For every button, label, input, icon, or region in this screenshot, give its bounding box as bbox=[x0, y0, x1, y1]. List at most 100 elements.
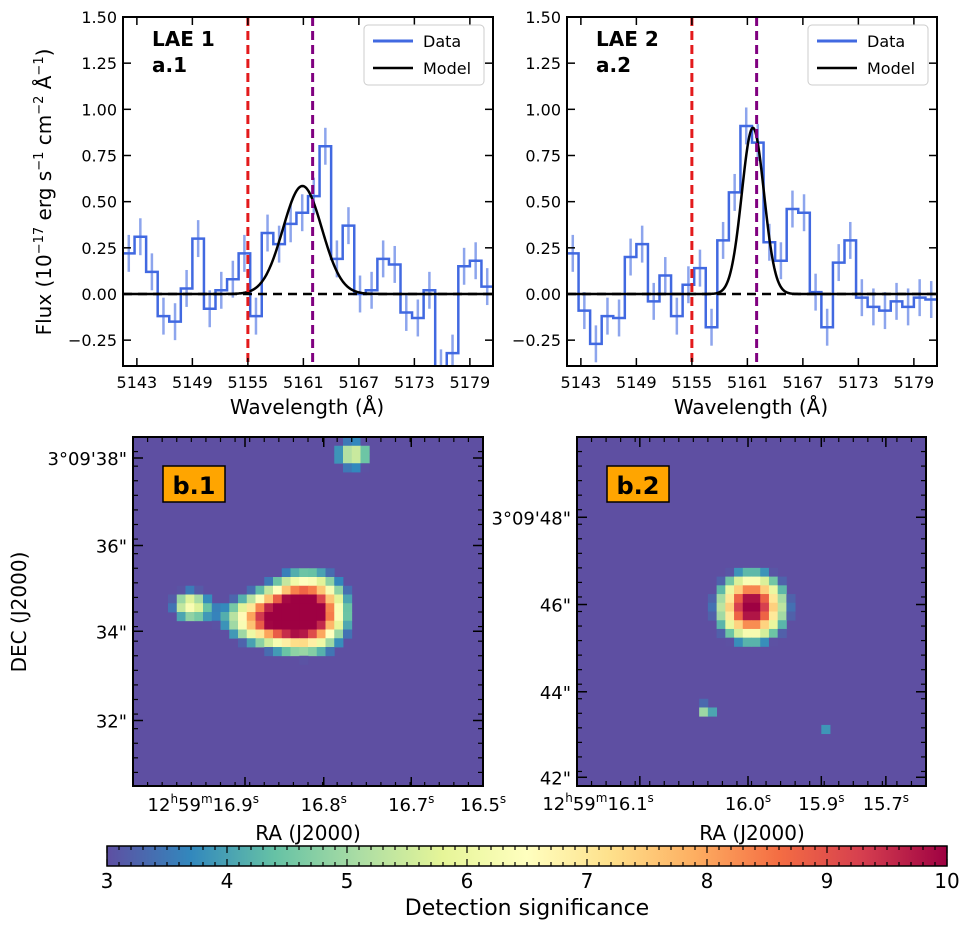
map-pixel bbox=[229, 594, 239, 604]
map-pixel bbox=[316, 612, 326, 622]
colorbar-tick-label: 5 bbox=[341, 869, 354, 893]
x-tick-label: 5161 bbox=[727, 373, 768, 392]
y-tick-label: 1.50 bbox=[81, 8, 117, 27]
map-pixel bbox=[229, 603, 239, 613]
map-pixel bbox=[334, 629, 344, 639]
map-pixel bbox=[334, 445, 344, 455]
map-pixel bbox=[255, 603, 265, 613]
map-pixel bbox=[777, 611, 787, 621]
map-pixel bbox=[742, 611, 752, 621]
x-tick-label: 16.0s bbox=[725, 791, 771, 815]
map-pixel bbox=[725, 637, 735, 647]
map-pixel bbox=[290, 638, 300, 648]
map-pixel bbox=[760, 567, 770, 578]
map-pixel bbox=[281, 603, 291, 613]
map-pixel bbox=[360, 437, 370, 447]
map-pixel bbox=[343, 612, 353, 622]
x-tick-label: 5179 bbox=[894, 373, 935, 392]
map-pixel bbox=[264, 647, 274, 657]
panel-label-a2: a.2 bbox=[596, 53, 631, 77]
map-pixel bbox=[742, 628, 752, 639]
map-pixel bbox=[194, 594, 204, 604]
colorbar-tick-label: 7 bbox=[581, 869, 594, 893]
y-tick-label: 3°09'48" bbox=[492, 508, 572, 529]
y-tick-label: 42" bbox=[540, 768, 571, 789]
x-tick-label: 5173 bbox=[394, 373, 435, 392]
map-pixel bbox=[725, 585, 735, 595]
map-pixel bbox=[290, 568, 300, 578]
x-tick-label: 12h59m16.1s bbox=[542, 791, 653, 815]
map-pixel bbox=[716, 628, 726, 639]
x-tick-label: 15.7s bbox=[863, 791, 909, 815]
map-pixel bbox=[238, 620, 248, 630]
map-pixel bbox=[716, 611, 726, 621]
map-pixel bbox=[699, 698, 709, 708]
legend: Data Model bbox=[363, 24, 485, 86]
map-pixel bbox=[760, 620, 770, 630]
map-pixel bbox=[264, 638, 274, 648]
model-curve bbox=[567, 126, 937, 296]
map-pixel bbox=[343, 629, 353, 639]
map-pixel bbox=[725, 611, 735, 621]
y-tick-label: 36" bbox=[96, 537, 127, 558]
map-pixel bbox=[273, 594, 283, 604]
x-tick-label: 16.8s bbox=[301, 792, 347, 816]
map-pixel bbox=[308, 647, 318, 657]
map-pixel bbox=[299, 647, 309, 657]
y-axis-label: DEC (J2000) bbox=[7, 552, 31, 673]
map-pixel bbox=[760, 611, 770, 621]
map-pixel bbox=[786, 611, 796, 621]
map-pixel bbox=[325, 612, 335, 622]
colorbar-tick-label: 10 bbox=[934, 869, 959, 893]
x-tick-label: 5143 bbox=[561, 373, 602, 392]
map-pixel bbox=[742, 576, 752, 586]
map-pixel bbox=[325, 577, 335, 587]
map-pixel bbox=[299, 585, 309, 595]
map-pixel bbox=[316, 603, 326, 613]
map-pixel bbox=[751, 611, 761, 621]
x-tick-label: 15.9s bbox=[798, 791, 844, 815]
x-axis-label: RA (J2000) bbox=[699, 821, 805, 845]
map-pixel bbox=[316, 638, 326, 648]
map-pixel bbox=[760, 576, 770, 586]
map-pixel bbox=[308, 629, 318, 639]
map-pixel bbox=[742, 620, 752, 630]
map-pixel bbox=[281, 612, 291, 622]
x-axis-label: Wavelength (Å) bbox=[230, 395, 384, 419]
map-pixel bbox=[725, 620, 735, 630]
map-pixel bbox=[725, 602, 735, 612]
map-pixel bbox=[760, 602, 770, 612]
map-pixel bbox=[325, 629, 335, 639]
map-pixel bbox=[707, 611, 718, 621]
y-tick-label: 1.25 bbox=[525, 54, 561, 73]
map-pixel bbox=[273, 577, 283, 587]
map-pixel bbox=[343, 594, 353, 604]
colorbar-tick-label: 4 bbox=[221, 869, 234, 893]
map-pixel bbox=[334, 594, 344, 604]
map-pixel bbox=[316, 629, 326, 639]
panel-label-box bbox=[606, 465, 670, 503]
map-pixel bbox=[742, 594, 752, 604]
y-tick-label: 1.00 bbox=[525, 100, 561, 119]
map-pixel bbox=[734, 611, 744, 621]
map-pixel bbox=[194, 585, 204, 595]
map-pixel bbox=[299, 612, 309, 622]
map-pixel bbox=[238, 612, 248, 622]
map-pixel bbox=[760, 628, 770, 639]
map-pixel bbox=[316, 568, 326, 578]
map-pixel bbox=[734, 602, 744, 612]
map-pixel bbox=[290, 603, 300, 613]
map-pixel bbox=[299, 629, 309, 639]
map-pixel bbox=[308, 612, 318, 622]
map-pixel bbox=[185, 594, 195, 604]
legend-model-label: Model bbox=[867, 59, 915, 78]
map-pixel bbox=[255, 638, 265, 648]
x-tick-label: 5149 bbox=[172, 373, 213, 392]
map-pixel bbox=[246, 603, 256, 613]
x-axis-label: Wavelength (Å) bbox=[674, 395, 828, 419]
map-pixel bbox=[316, 594, 326, 604]
map-pixel bbox=[281, 568, 291, 578]
map-pixel bbox=[777, 576, 787, 586]
y-tick-label: 44" bbox=[540, 683, 571, 704]
map-pixel bbox=[290, 647, 300, 657]
